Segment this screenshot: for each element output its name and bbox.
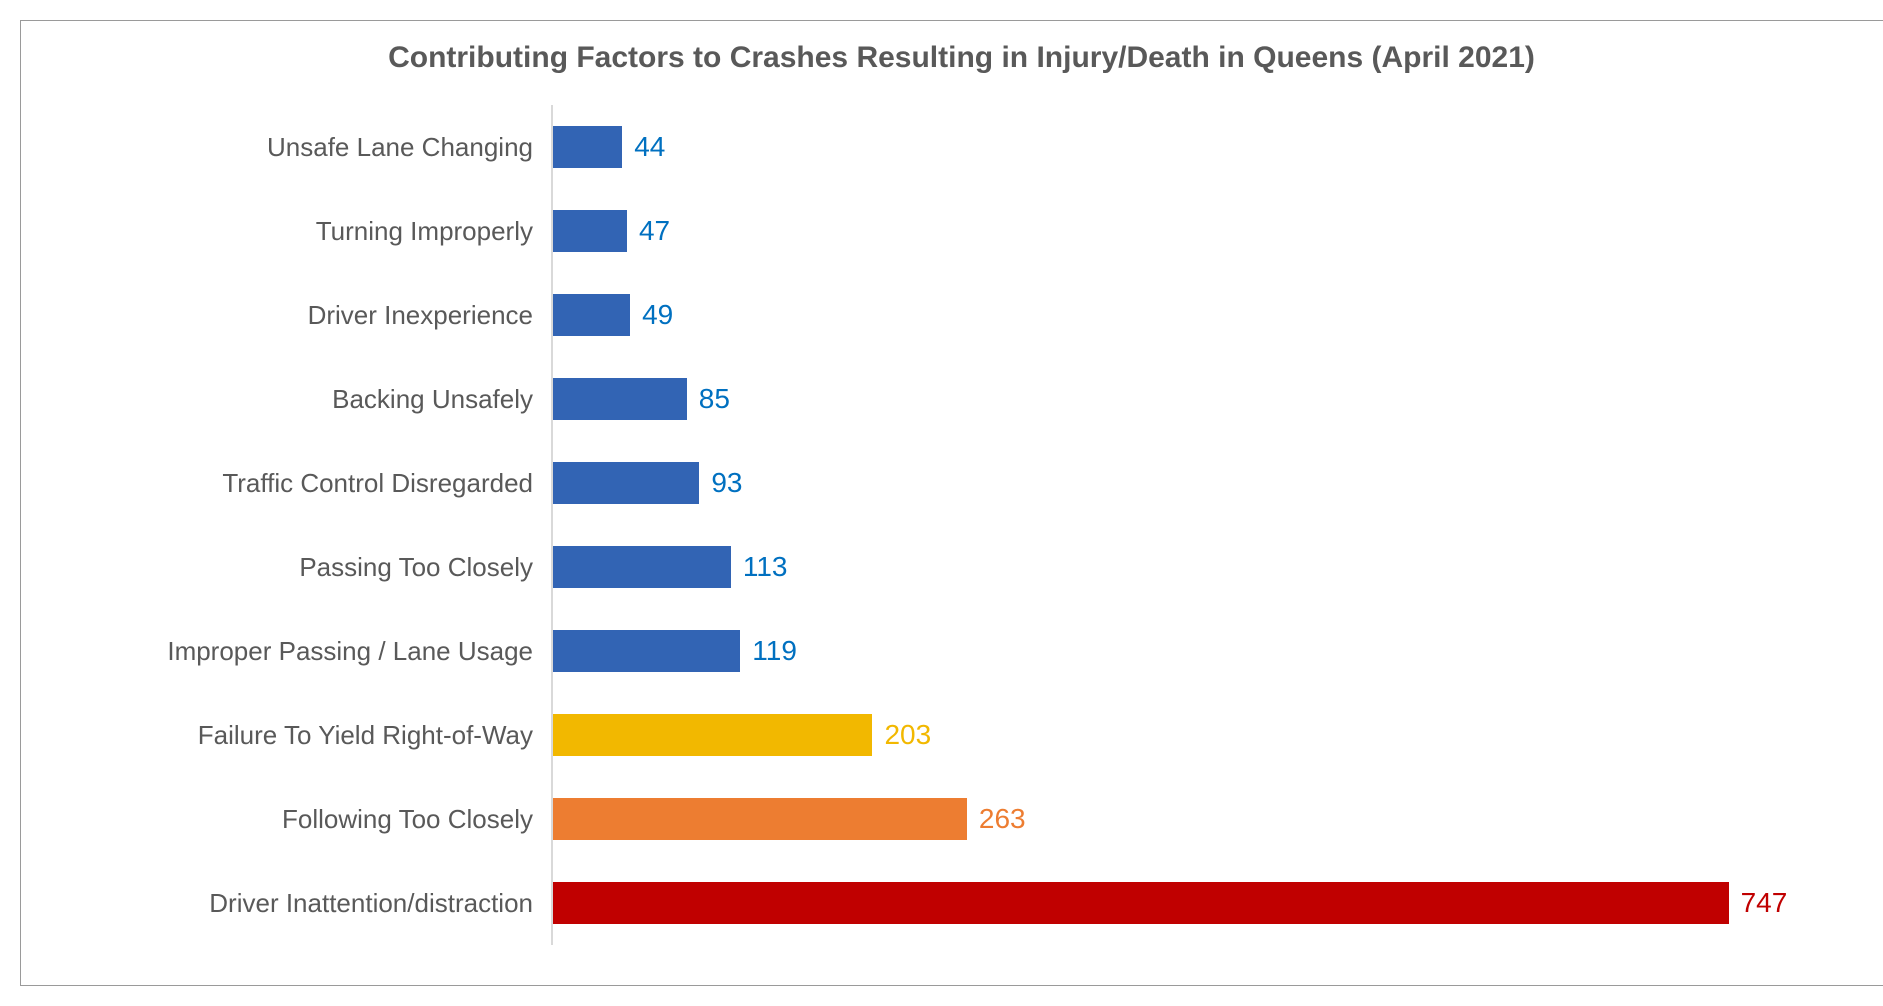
bar xyxy=(553,714,872,756)
bar-row: Driver Inattention/distraction747 xyxy=(553,861,1812,945)
bar-label: Unsafe Lane Changing xyxy=(267,132,533,163)
bar-row: Backing Unsafely85 xyxy=(553,357,1812,441)
chart-container: Contributing Factors to Crashes Resultin… xyxy=(20,20,1883,986)
bar-label: Turning Improperly xyxy=(316,216,533,247)
bar-row: Unsafe Lane Changing44 xyxy=(553,105,1812,189)
bar-label: Following Too Closely xyxy=(282,804,533,835)
bar-row: Driver Inexperience49 xyxy=(553,273,1812,357)
bar-row: Traffic Control Disregarded93 xyxy=(553,441,1812,525)
bar xyxy=(553,546,731,588)
bar xyxy=(553,882,1729,924)
bar-label: Driver Inexperience xyxy=(308,300,533,331)
bar-value: 49 xyxy=(642,299,673,331)
bar-value: 119 xyxy=(752,635,797,667)
bar-row: Turning Improperly47 xyxy=(553,189,1812,273)
bar xyxy=(553,378,687,420)
bar-value: 93 xyxy=(711,467,742,499)
bar-value: 44 xyxy=(634,131,665,163)
bar-label: Driver Inattention/distraction xyxy=(209,888,533,919)
bar-value: 263 xyxy=(979,803,1026,835)
bar-row: Passing Too Closely113 xyxy=(553,525,1812,609)
bar xyxy=(553,126,622,168)
bar-row: Following Too Closely263 xyxy=(553,777,1812,861)
bar-label: Traffic Control Disregarded xyxy=(222,468,533,499)
bar xyxy=(553,798,967,840)
bar-value: 85 xyxy=(699,383,730,415)
plot-area: Unsafe Lane Changing44Turning Improperly… xyxy=(551,105,1812,945)
bar-label: Failure To Yield Right-of-Way xyxy=(198,720,533,751)
bar-row: Improper Passing / Lane Usage119 xyxy=(553,609,1812,693)
bar-value: 47 xyxy=(639,215,670,247)
bar xyxy=(553,294,630,336)
bar-label: Backing Unsafely xyxy=(332,384,533,415)
bar xyxy=(553,630,740,672)
bar-value: 747 xyxy=(1741,887,1788,919)
chart-title: Contributing Factors to Crashes Resultin… xyxy=(51,41,1872,75)
bar-value: 113 xyxy=(743,551,788,583)
bar xyxy=(553,462,699,504)
bar-label: Improper Passing / Lane Usage xyxy=(167,636,533,667)
bar-row: Failure To Yield Right-of-Way203 xyxy=(553,693,1812,777)
bar xyxy=(553,210,627,252)
bar-value: 203 xyxy=(884,719,931,751)
bar-label: Passing Too Closely xyxy=(299,552,533,583)
